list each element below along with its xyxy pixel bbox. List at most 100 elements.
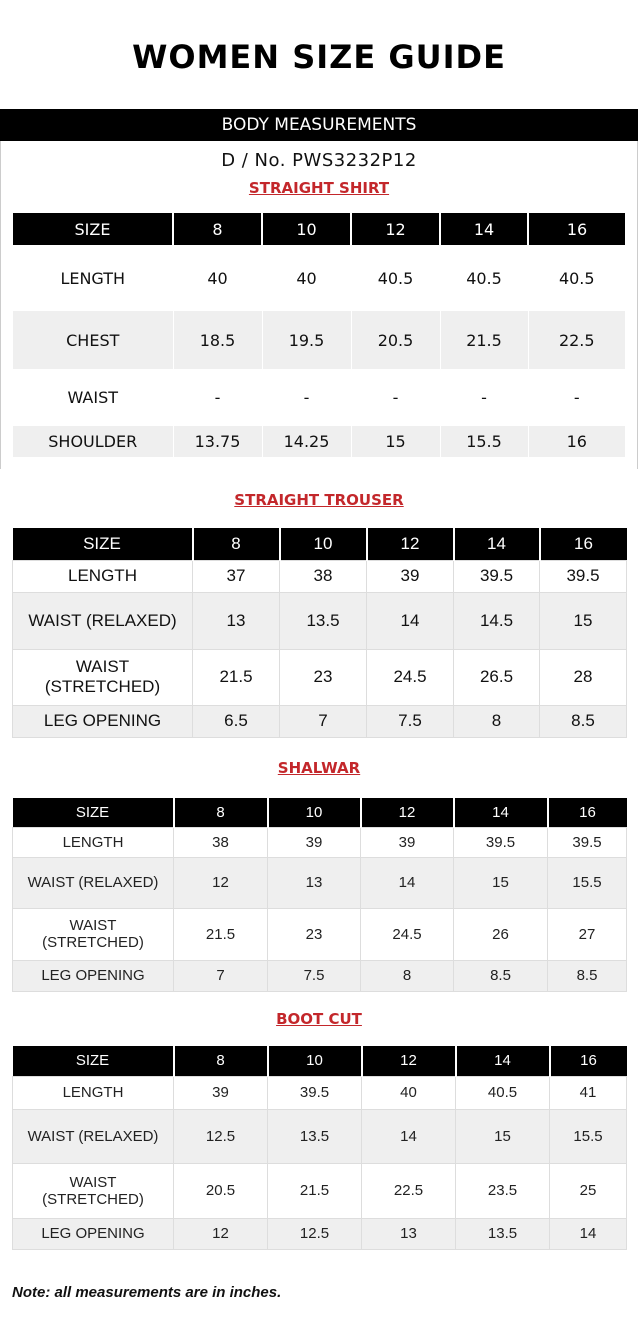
cell: 13 — [267, 856, 361, 909]
cell: 39.5 — [547, 826, 627, 858]
cell: 23.5 — [455, 1162, 550, 1219]
table-row: CHEST 18.5 19.5 20.5 21.5 22.5 — [13, 311, 625, 369]
row-label: WAIST (RELAXED) — [12, 591, 193, 650]
cell: 22.5 — [527, 311, 625, 369]
cell: 40 — [361, 1075, 456, 1110]
row-label: WAIST (RELAXED) — [12, 856, 174, 909]
table-header-row: SIZE 8 10 12 14 16 — [12, 1046, 627, 1076]
row-label: LENGTH — [12, 1075, 174, 1110]
cell: 39 — [173, 1075, 268, 1110]
size-col: 10 — [278, 528, 367, 560]
table-header-row: SIZE 8 10 12 14 16 — [13, 213, 625, 245]
cell: 40.5 — [527, 245, 625, 311]
cell: 15 — [455, 1108, 550, 1164]
table-header-row: SIZE 8 10 12 14 16 — [12, 528, 627, 560]
row-label: WAIST (RELAXED) — [12, 1108, 174, 1164]
size-col: 8 — [172, 798, 268, 827]
cell: 7.5 — [366, 704, 454, 738]
cell: 39.5 — [453, 559, 540, 593]
cell: 40 — [172, 245, 262, 311]
cell: 15 — [453, 856, 548, 909]
size-col: 10 — [261, 213, 351, 245]
cell: - — [439, 369, 528, 426]
row-label-line: (STRETCHED) — [42, 934, 144, 951]
cell: 25 — [549, 1162, 627, 1219]
row-label: LEG OPENING — [12, 1217, 174, 1250]
cell: 24.5 — [360, 907, 454, 961]
cell: 7 — [173, 959, 268, 992]
cell: 14 — [360, 856, 454, 909]
cell: 13 — [361, 1217, 456, 1250]
row-label: WAIST — [67, 388, 119, 407]
row-label: WAIST (STRETCHED) — [12, 1162, 174, 1219]
cell: 40 — [261, 245, 351, 311]
cell: 14 — [549, 1217, 627, 1250]
cell: 39 — [360, 826, 454, 858]
cell: 40.5 — [439, 245, 528, 311]
size-col: 16 — [538, 528, 627, 560]
section-title-straight-shirt: STRAIGHT SHIRT — [248, 179, 390, 197]
cell: 14 — [361, 1108, 456, 1164]
row-label-line: WAIST — [75, 657, 130, 676]
cell: 38 — [173, 826, 268, 858]
size-col: 8 — [191, 528, 280, 560]
cell: 13.75 — [172, 426, 262, 457]
section-title-boot-cut: BOOT CUT — [276, 1010, 362, 1028]
cell: 41 — [549, 1075, 627, 1110]
cell: 23 — [279, 648, 367, 706]
straight-shirt-table: SIZE 8 10 12 14 16 LENGTH 40 40 40.5 40.… — [13, 213, 625, 457]
cell: 12.5 — [267, 1217, 362, 1250]
cell: 21.5 — [192, 648, 280, 706]
size-col: 10 — [266, 1046, 362, 1076]
table-row: WAIST (RELAXED) 12 13 14 15 15.5 — [12, 856, 627, 909]
size-col: 14 — [452, 798, 548, 827]
row-label-line: WAIST — [69, 917, 117, 934]
cell: 40.5 — [455, 1075, 550, 1110]
cell: 13.5 — [279, 591, 367, 650]
cell: 16 — [527, 426, 625, 457]
size-col: 16 — [527, 213, 625, 245]
row-label: LENGTH — [60, 268, 126, 288]
size-col: 12 — [360, 1046, 456, 1076]
cell: 21.5 — [173, 907, 268, 961]
cell: 13 — [192, 591, 280, 650]
cell: 23 — [267, 907, 361, 961]
cell: 8.5 — [453, 959, 548, 992]
cell: 26.5 — [453, 648, 540, 706]
row-label-line: (STRETCHED) — [42, 1190, 144, 1208]
row-label: WAIST (STRETCHED) — [12, 907, 174, 961]
size-col: 14 — [439, 213, 528, 245]
cell: 15.5 — [549, 1108, 627, 1164]
cell: 19.5 — [261, 311, 351, 369]
cell: - — [261, 369, 351, 426]
cell: 27 — [547, 907, 627, 961]
cell: 39 — [366, 559, 454, 593]
row-label: LEG OPENING — [12, 959, 174, 992]
table-row: SHOULDER 13.75 14.25 15 15.5 16 — [13, 426, 625, 457]
size-col: 14 — [454, 1046, 550, 1076]
size-header: SIZE — [13, 213, 173, 245]
cell: 39.5 — [267, 1075, 362, 1110]
cell: 12 — [173, 856, 268, 909]
row-label-line: (STRETCHED) — [44, 677, 161, 696]
cell: 7.5 — [267, 959, 361, 992]
cell: 14.25 — [261, 426, 351, 457]
size-header: SIZE — [12, 798, 174, 827]
table-row: LENGTH 40 40 40.5 40.5 40.5 — [13, 245, 625, 311]
size-header: SIZE — [12, 1046, 174, 1076]
shalwar-table: SIZE 8 10 12 14 16 LENGTH 38 39 39 39.5 … — [12, 798, 627, 992]
cell: 21.5 — [439, 311, 528, 369]
cell: - — [350, 369, 440, 426]
size-col: 16 — [546, 798, 627, 827]
size-col: 14 — [452, 528, 540, 560]
cell: 14.5 — [453, 591, 540, 650]
table-header-row: SIZE 8 10 12 14 16 — [12, 798, 627, 827]
cell: - — [527, 369, 625, 426]
table-row: WAIST (RELAXED) 12.5 13.5 14 15 15.5 — [12, 1108, 627, 1164]
cell: 28 — [539, 648, 627, 706]
row-label-line: WAIST — [69, 1173, 117, 1191]
section-title-straight-trouser: STRAIGHT TROUSER — [234, 491, 404, 509]
cell: 26 — [453, 907, 548, 961]
size-col: 16 — [548, 1046, 627, 1076]
size-col: 12 — [350, 213, 440, 245]
